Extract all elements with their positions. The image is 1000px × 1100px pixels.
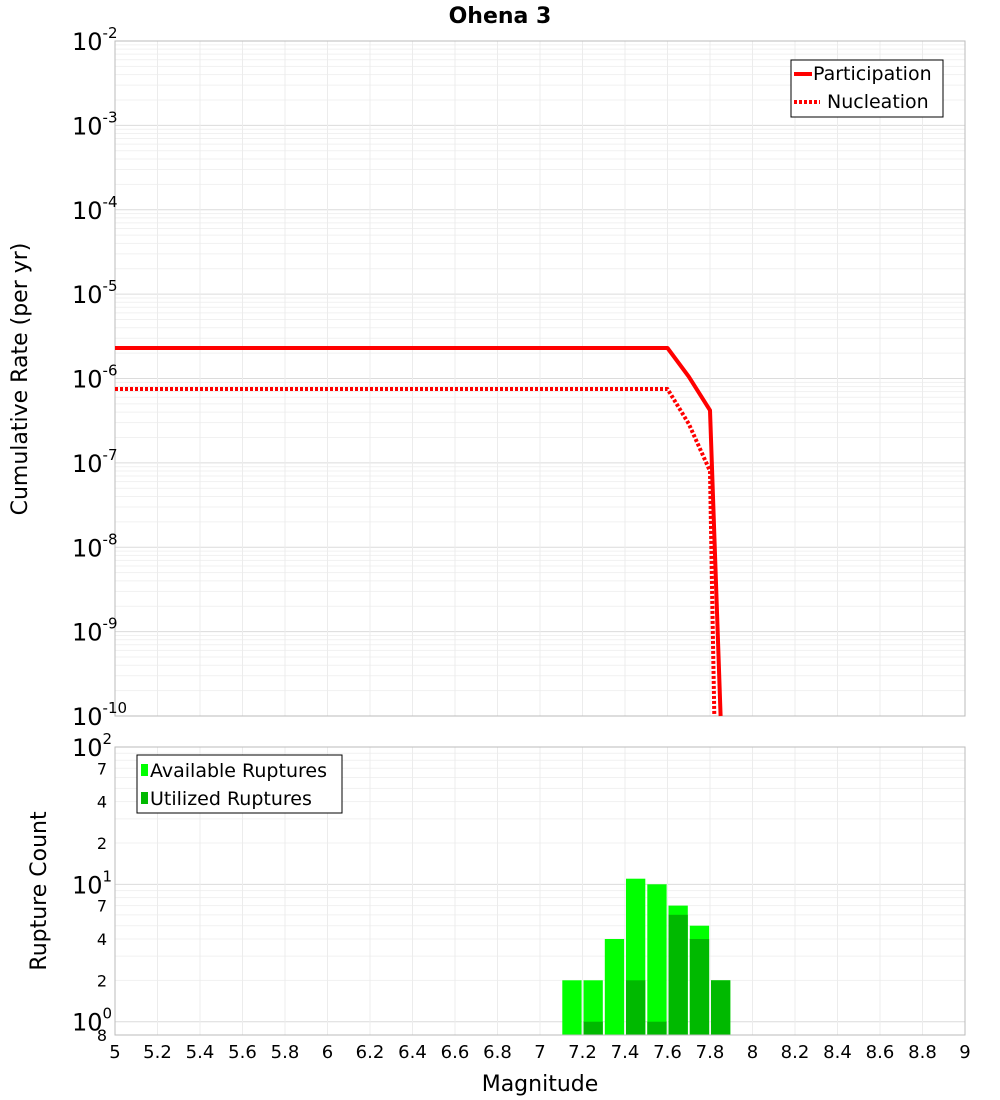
bottom-plot-frame bbox=[114, 746, 966, 1036]
x-tick-label: 5.2 bbox=[143, 1042, 172, 1063]
y-tick-label: 10-7 bbox=[72, 446, 118, 478]
x-tick-label: 7.8 bbox=[696, 1042, 725, 1063]
utilized-ruptures-bar bbox=[668, 914, 688, 1035]
x-tick-label: 8.2 bbox=[781, 1042, 810, 1063]
top-panel-series bbox=[115, 346, 723, 717]
utilized-ruptures-bar bbox=[689, 939, 710, 1035]
x-tick-label: 7.4 bbox=[611, 1042, 640, 1063]
x-tick-label: 8.8 bbox=[908, 1042, 937, 1063]
bottom-y-axis-label: Rupture Count bbox=[27, 811, 52, 971]
y-minor-tick-label: 2 bbox=[97, 834, 107, 853]
y-tick-label: 101 bbox=[72, 867, 112, 899]
available-ruptures-bar bbox=[583, 980, 603, 1035]
y-tick-label: 10-6 bbox=[72, 362, 118, 394]
top-plot-frame bbox=[114, 40, 966, 717]
x-tick-label: 8 bbox=[747, 1042, 758, 1063]
utilized-ruptures-bar bbox=[647, 1021, 667, 1035]
bottom-legend: Available Ruptures Utilized Ruptures bbox=[136, 754, 343, 814]
x-tick-label: 7.2 bbox=[568, 1042, 597, 1063]
y-tick-label: 10-8 bbox=[72, 530, 118, 562]
legend-utilized-label: Utilized Ruptures bbox=[150, 788, 312, 810]
x-axis-label: Magnitude bbox=[482, 1072, 599, 1097]
y-minor-tick-label: 2 bbox=[97, 971, 107, 990]
x-tick-label: 9 bbox=[959, 1042, 970, 1063]
x-tick-label: 6.4 bbox=[398, 1042, 427, 1063]
x-tick-label: 6 bbox=[322, 1042, 333, 1063]
y-minor-tick-label: 4 bbox=[97, 793, 107, 812]
x-tick-label: 5.4 bbox=[186, 1042, 215, 1063]
top-y-tick-labels: 10-2 10-3 10-4 10-5 10-6 10-7 10-8 10-9 10-10 bbox=[72, 24, 127, 731]
x-tick-label: 8.4 bbox=[823, 1042, 852, 1063]
y-tick-label: 100 bbox=[72, 1005, 112, 1037]
y-tick-label: 10-2 bbox=[72, 24, 118, 56]
x-tick-labels: 5 5.2 5.4 5.6 5.8 6 6.2 6.4 6.6 6.8 7 7.2 7.4 7.6 7.8 8… bbox=[109, 1042, 970, 1063]
y-minor-tick-label: 4 bbox=[97, 930, 107, 949]
chart-title: Ohena 3 bbox=[449, 4, 552, 29]
x-tick-label: 6.2 bbox=[356, 1042, 385, 1063]
utilized-ruptures-bar bbox=[711, 980, 731, 1035]
available-ruptures-bar bbox=[647, 884, 667, 1035]
x-tick-label: 5.6 bbox=[228, 1042, 257, 1063]
top-y-axis-label: Cumulative Rate (per yr) bbox=[8, 243, 33, 516]
utilized-ruptures-bar bbox=[583, 1021, 603, 1035]
nucleation-line bbox=[115, 387, 717, 717]
legend-available-swatch bbox=[141, 764, 148, 776]
utilized-ruptures-bar bbox=[626, 980, 646, 1035]
legend-available-label: Available Ruptures bbox=[150, 760, 327, 782]
legend-participation-label: Participation bbox=[813, 63, 932, 85]
x-tick-label: 7.6 bbox=[653, 1042, 682, 1063]
y-tick-label: 10-3 bbox=[72, 108, 118, 140]
x-tick-label: 5 bbox=[109, 1042, 120, 1063]
x-tick-label: 5.8 bbox=[271, 1042, 300, 1063]
y-minor-tick-label: 8 bbox=[97, 1026, 107, 1045]
legend-nucleation-label: Nucleation bbox=[827, 91, 929, 113]
x-tick-label: 8.6 bbox=[866, 1042, 895, 1063]
bottom-y-tick-labels: 102 101 100 7 4 2 7 4 2 8 bbox=[72, 730, 112, 1045]
bottom-panel-bars bbox=[562, 878, 731, 1035]
top-legend-box bbox=[790, 59, 944, 118]
top-legend: Participation Nucleation bbox=[790, 59, 944, 118]
participation-line bbox=[115, 346, 723, 717]
legend-utilized-swatch bbox=[141, 792, 148, 804]
top-panel-grid bbox=[114, 41, 966, 717]
x-tick-label: 6.8 bbox=[483, 1042, 512, 1063]
y-tick-label: 10-10 bbox=[72, 699, 127, 731]
available-ruptures-bar bbox=[562, 980, 582, 1035]
x-tick-label: 7 bbox=[534, 1042, 545, 1063]
y-minor-tick-label: 7 bbox=[97, 759, 107, 778]
y-minor-tick-label: 7 bbox=[97, 897, 107, 916]
x-tick-label: 6.6 bbox=[441, 1042, 470, 1063]
y-tick-label: 10-4 bbox=[72, 193, 118, 225]
y-tick-label: 10-9 bbox=[72, 615, 118, 647]
bottom-legend-box bbox=[136, 754, 343, 814]
available-ruptures-bar bbox=[604, 939, 625, 1035]
y-tick-label: 102 bbox=[72, 730, 112, 762]
y-tick-label: 10-5 bbox=[72, 277, 118, 309]
